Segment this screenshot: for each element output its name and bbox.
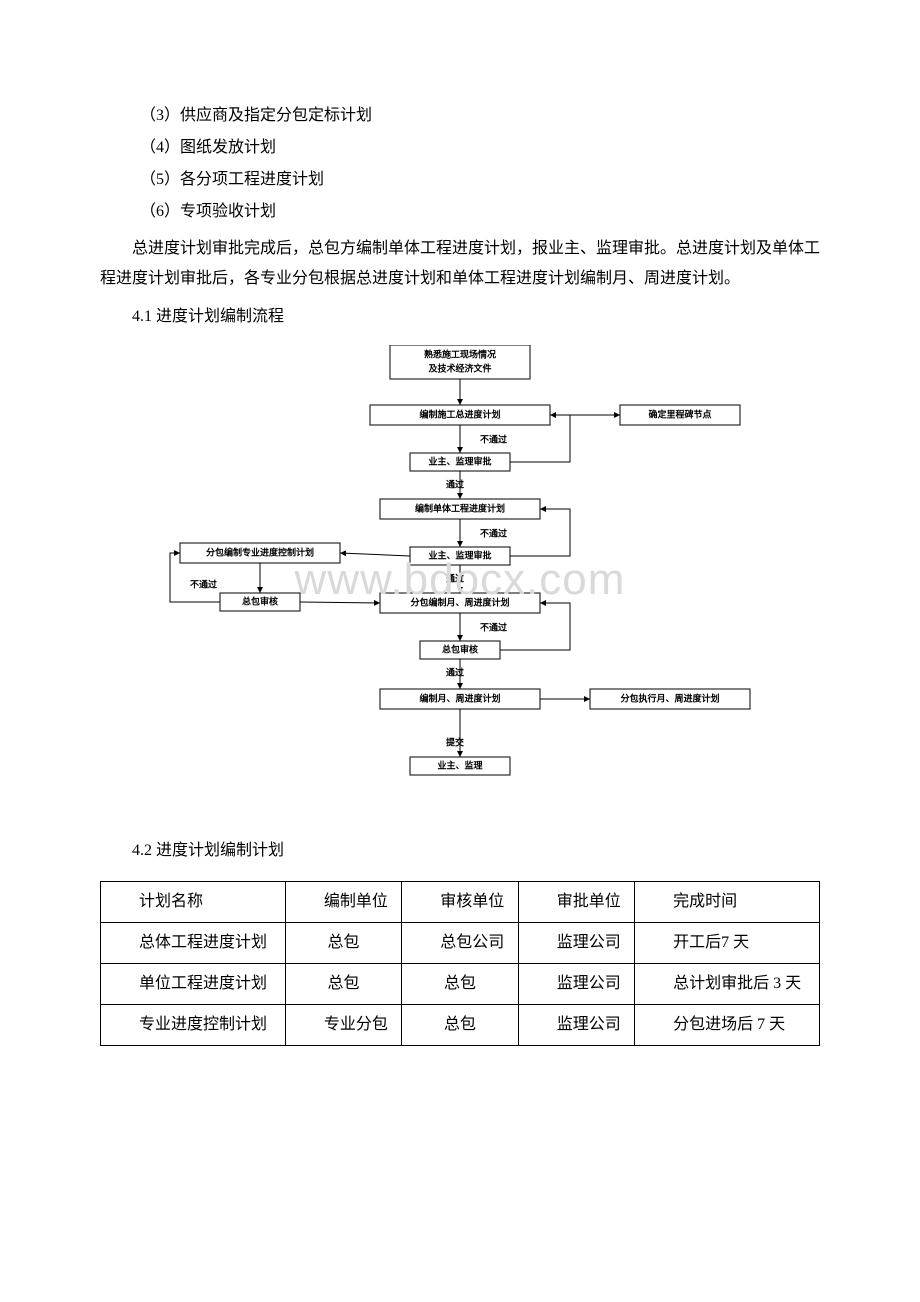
svg-text:编制单体工程进度计划: 编制单体工程进度计划 xyxy=(415,502,505,513)
svg-text:业主、监理: 业主、监理 xyxy=(437,759,482,770)
svg-text:熟悉施工现场情况: 熟悉施工现场情况 xyxy=(424,348,496,359)
svg-text:业主、监理审批: 业主、监理审批 xyxy=(428,455,491,466)
paragraph-summary: 总进度计划审批完成后，总包方编制单体工程进度计划，报业主、监理审批。总进度计划及… xyxy=(100,234,820,295)
td-plan-name: 专业进度控制计划 xyxy=(101,1004,286,1045)
td-plan-name: 总体工程进度计划 xyxy=(101,922,286,963)
th-approver: 审批单位 xyxy=(518,881,634,922)
td-approver: 监理公司 xyxy=(518,1004,634,1045)
svg-text:通过: 通过 xyxy=(446,478,464,489)
svg-text:不通过: 不通过 xyxy=(190,578,217,589)
svg-text:不通过: 不通过 xyxy=(480,527,507,538)
svg-text:总包审核: 总包审核 xyxy=(242,595,278,606)
svg-text:提交: 提交 xyxy=(446,736,464,747)
svg-text:编制月、周进度计划: 编制月、周进度计划 xyxy=(419,692,500,703)
document-page: （3）供应商及指定分包定标计划 （4）图纸发放计划 （5）各分项工程进度计划 （… xyxy=(0,0,920,1302)
svg-text:分包编制专业进度控制计划: 分包编制专业进度控制计划 xyxy=(206,546,314,557)
svg-text:通过: 通过 xyxy=(446,572,464,583)
td-approver: 监理公司 xyxy=(518,963,634,1004)
svg-text:编制施工总进度计划: 编制施工总进度计划 xyxy=(419,408,500,419)
td-complete: 总计划审批后 3 天 xyxy=(635,963,820,1004)
td-compiler: 总包 xyxy=(285,963,401,1004)
svg-text:确定里程碑节点: 确定里程碑节点 xyxy=(648,408,711,419)
table-header-row: 计划名称 编制单位 审核单位 审批单位 完成时间 xyxy=(101,881,820,922)
td-reviewer: 总包 xyxy=(402,963,518,1004)
td-complete: 分包进场后 7 天 xyxy=(635,1004,820,1045)
td-reviewer: 总包 xyxy=(402,1004,518,1045)
td-plan-name: 单位工程进度计划 xyxy=(101,963,286,1004)
td-approver: 监理公司 xyxy=(518,922,634,963)
th-complete-time: 完成时间 xyxy=(635,881,820,922)
heading-4-1: 4.1 进度计划编制流程 xyxy=(100,301,820,333)
heading-4-2: 4.2 进度计划编制计划 xyxy=(100,835,820,867)
td-compiler: 专业分包 xyxy=(285,1004,401,1045)
flowchart-container: 熟悉施工现场情况及技术经济文件编制施工总进度计划确定里程碑节点业主、监理审批编制… xyxy=(100,345,820,815)
svg-text:通过: 通过 xyxy=(446,666,464,677)
svg-text:总包审核: 总包审核 xyxy=(442,643,478,654)
td-complete: 开工后7 天 xyxy=(635,922,820,963)
table-row: 单位工程进度计划 总包 总包 监理公司 总计划审批后 3 天 xyxy=(101,963,820,1004)
svg-text:及技术经济文件: 及技术经济文件 xyxy=(428,362,491,373)
list-item-3: （3）供应商及指定分包定标计划 xyxy=(100,100,820,132)
list-item-5: （5）各分项工程进度计划 xyxy=(100,164,820,196)
svg-text:业主、监理审批: 业主、监理审批 xyxy=(428,549,491,560)
th-reviewer: 审核单位 xyxy=(402,881,518,922)
table-row: 专业进度控制计划 专业分包 总包 监理公司 分包进场后 7 天 xyxy=(101,1004,820,1045)
table-row: 总体工程进度计划 总包 总包公司 监理公司 开工后7 天 xyxy=(101,922,820,963)
flowchart-svg: 熟悉施工现场情况及技术经济文件编制施工总进度计划确定里程碑节点业主、监理审批编制… xyxy=(160,345,760,815)
td-reviewer: 总包公司 xyxy=(402,922,518,963)
svg-text:分包执行月、周进度计划: 分包执行月、周进度计划 xyxy=(620,692,719,703)
svg-text:不通过: 不通过 xyxy=(480,433,507,444)
schedule-table: 计划名称 编制单位 审核单位 审批单位 完成时间 总体工程进度计划 总包 总包公… xyxy=(100,881,820,1046)
th-compiler: 编制单位 xyxy=(285,881,401,922)
th-plan-name: 计划名称 xyxy=(101,881,286,922)
list-item-4: （4）图纸发放计划 xyxy=(100,132,820,164)
list-item-6: （6）专项验收计划 xyxy=(100,196,820,228)
svg-text:不通过: 不通过 xyxy=(480,621,507,632)
td-compiler: 总包 xyxy=(285,922,401,963)
svg-text:分包编制月、周进度计划: 分包编制月、周进度计划 xyxy=(410,596,509,607)
